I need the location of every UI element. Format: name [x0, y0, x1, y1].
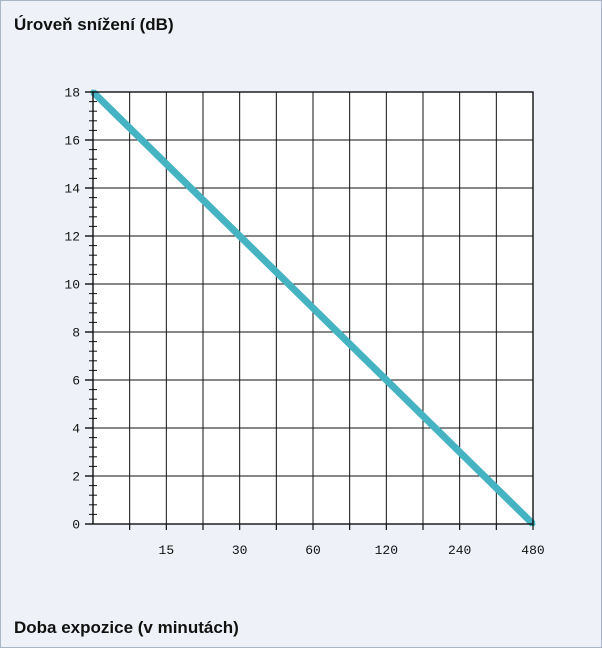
x-tick-label: 60: [305, 543, 321, 558]
y-tick-label: 0: [72, 518, 80, 533]
data-point: [383, 377, 389, 383]
x-tick-label: 120: [375, 543, 398, 558]
y-tick-label: 4: [72, 422, 80, 437]
chart-plot: 0 2 4 6 8 10 12 14 16 18 15 30 60 120 240 480: [64, 86, 545, 559]
x-tick-label: 480: [521, 543, 544, 558]
y-axis: 0 2 4 6 8 10 12 14 16 18: [64, 86, 93, 533]
data-point: [237, 233, 243, 239]
x-tick-label: 15: [159, 543, 175, 558]
y-tick-label: 10: [64, 278, 80, 293]
data-point: [163, 161, 169, 167]
y-tick-label: 14: [64, 182, 80, 197]
y-tick-label: 18: [64, 86, 80, 101]
y-tick-label: 6: [72, 374, 80, 389]
x-axis: 15 30 60 120 240 480: [129, 524, 545, 558]
series-layer: [90, 89, 536, 527]
data-point: [457, 449, 463, 455]
y-tick-label: 8: [72, 326, 80, 341]
chart-title: Úroveň snížení (dB): [14, 15, 174, 34]
y-tick-label: 16: [64, 134, 80, 149]
y-tick-label: 12: [64, 230, 80, 245]
x-tick-label: 240: [448, 543, 471, 558]
grid: [93, 92, 533, 524]
minor-ticks: [89, 101, 97, 515]
data-point: [310, 305, 316, 311]
x-tick-label: 30: [232, 543, 248, 558]
y-tick-label: 2: [72, 470, 80, 485]
x-axis-title: Doba expozice (v minutách): [14, 618, 239, 637]
